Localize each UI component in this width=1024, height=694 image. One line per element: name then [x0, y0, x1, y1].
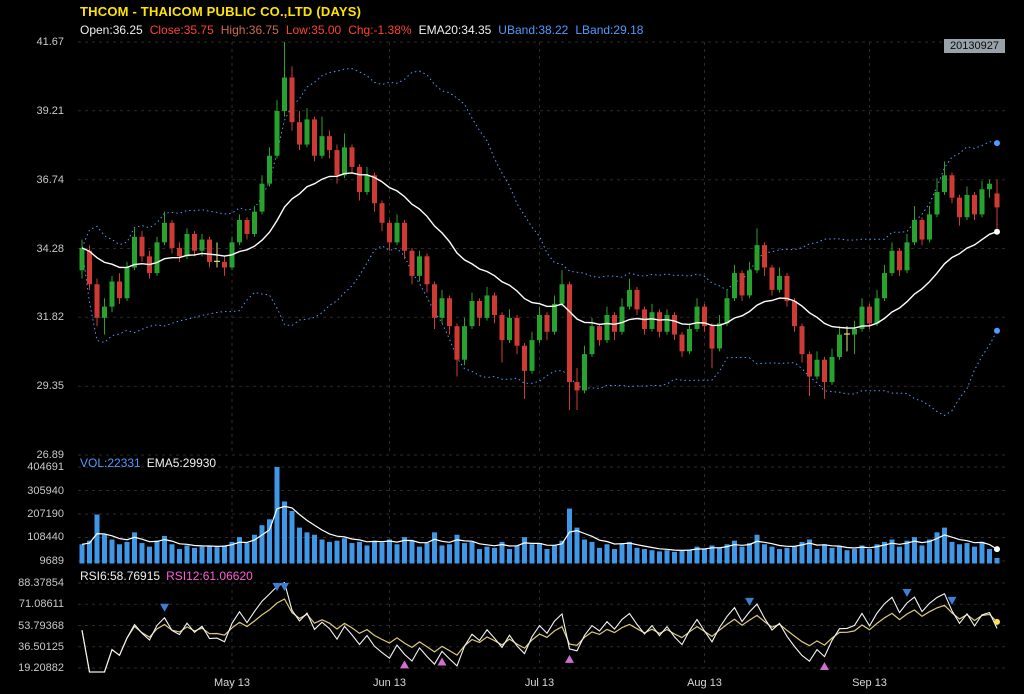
x-axis-month-label: Aug 13: [687, 677, 722, 689]
x-axis-month-label: Sep 13: [852, 677, 887, 689]
high-value: High:36.75: [220, 23, 279, 37]
y-axis-tick: 41.67: [36, 36, 64, 48]
y-axis-tick: 26.89: [36, 449, 64, 461]
uband-value: UBand:38.22: [498, 23, 569, 37]
y-axis-tick: 404691: [27, 461, 64, 473]
rsi6-value: RSI6:58.76915: [80, 569, 161, 583]
rsi12-value: RSI12:61.06620: [166, 569, 253, 583]
uband-end-dot: [994, 140, 1000, 147]
ohlc-info-bar: Open:36.25 Close:35.75 High:36.75 Low:35.00…: [80, 23, 650, 37]
y-axis-tick: 207190: [27, 508, 64, 520]
volume-bars: [79, 467, 1000, 564]
y-axis-tick: 19.20882: [18, 662, 64, 674]
volume-ema5-end-dot: [994, 546, 1000, 553]
rsi12-line: [81, 598, 998, 673]
x-axis-month-label: May 13: [213, 677, 251, 689]
y-axis-tick: 34.28: [36, 242, 64, 255]
low-value: Low:35.00: [285, 23, 342, 37]
ema20-end-dot: [994, 228, 1000, 235]
y-axis-tick: 108440: [27, 531, 64, 544]
ema20-line: [81, 172, 998, 329]
bollinger-bands: [81, 68, 998, 417]
x-axis-month-label: Jun 13: [372, 677, 407, 689]
y-axis-tick: 71.08611: [18, 598, 64, 611]
close-value: Close:35.75: [149, 23, 214, 37]
y-axis-tick: 36.50125: [18, 640, 64, 653]
y-axis-tick: 39.21: [36, 104, 64, 117]
y-axis-tick: 88.37854: [18, 577, 64, 589]
volume-ema-value: EMA5:29930: [146, 456, 217, 470]
date-badge: 20130927: [944, 39, 1005, 53]
page-title: THCOM - THAICOM PUBLIC CO.,LTD (DAYS): [80, 4, 362, 19]
candlesticks: [79, 42, 1000, 411]
volume-ema5-line: [81, 505, 998, 552]
change-value: Chg:-1.38%: [348, 23, 412, 37]
y-axis-tick: 305940: [27, 484, 64, 497]
y-axis-tick: 53.79368: [18, 619, 64, 632]
y-axis-tick: 29.35: [36, 380, 64, 393]
rsi-info-bar: RSI6:58.76915 RSI12:61.06620: [80, 569, 259, 583]
rsi6-line: [81, 581, 998, 673]
y-axis-tick: 9689: [39, 555, 64, 567]
open-value: Open:36.25: [80, 23, 143, 37]
ema20-value: EMA20:34.35: [418, 23, 492, 37]
volume-value: VOL:22331: [80, 456, 141, 470]
lband-value: LBand:29.18: [575, 23, 644, 37]
rsi-signal-markers: [160, 583, 957, 670]
rsi-end-dot: [994, 618, 1000, 625]
x-axis-month-label: Jul 13: [524, 677, 555, 689]
y-axis-tick: 31.82: [36, 311, 64, 324]
lband-end-dot: [994, 327, 1000, 334]
y-axis-tick: 36.74: [36, 173, 64, 186]
volume-info-bar: VOL:22331 EMA5:29930: [80, 456, 222, 470]
